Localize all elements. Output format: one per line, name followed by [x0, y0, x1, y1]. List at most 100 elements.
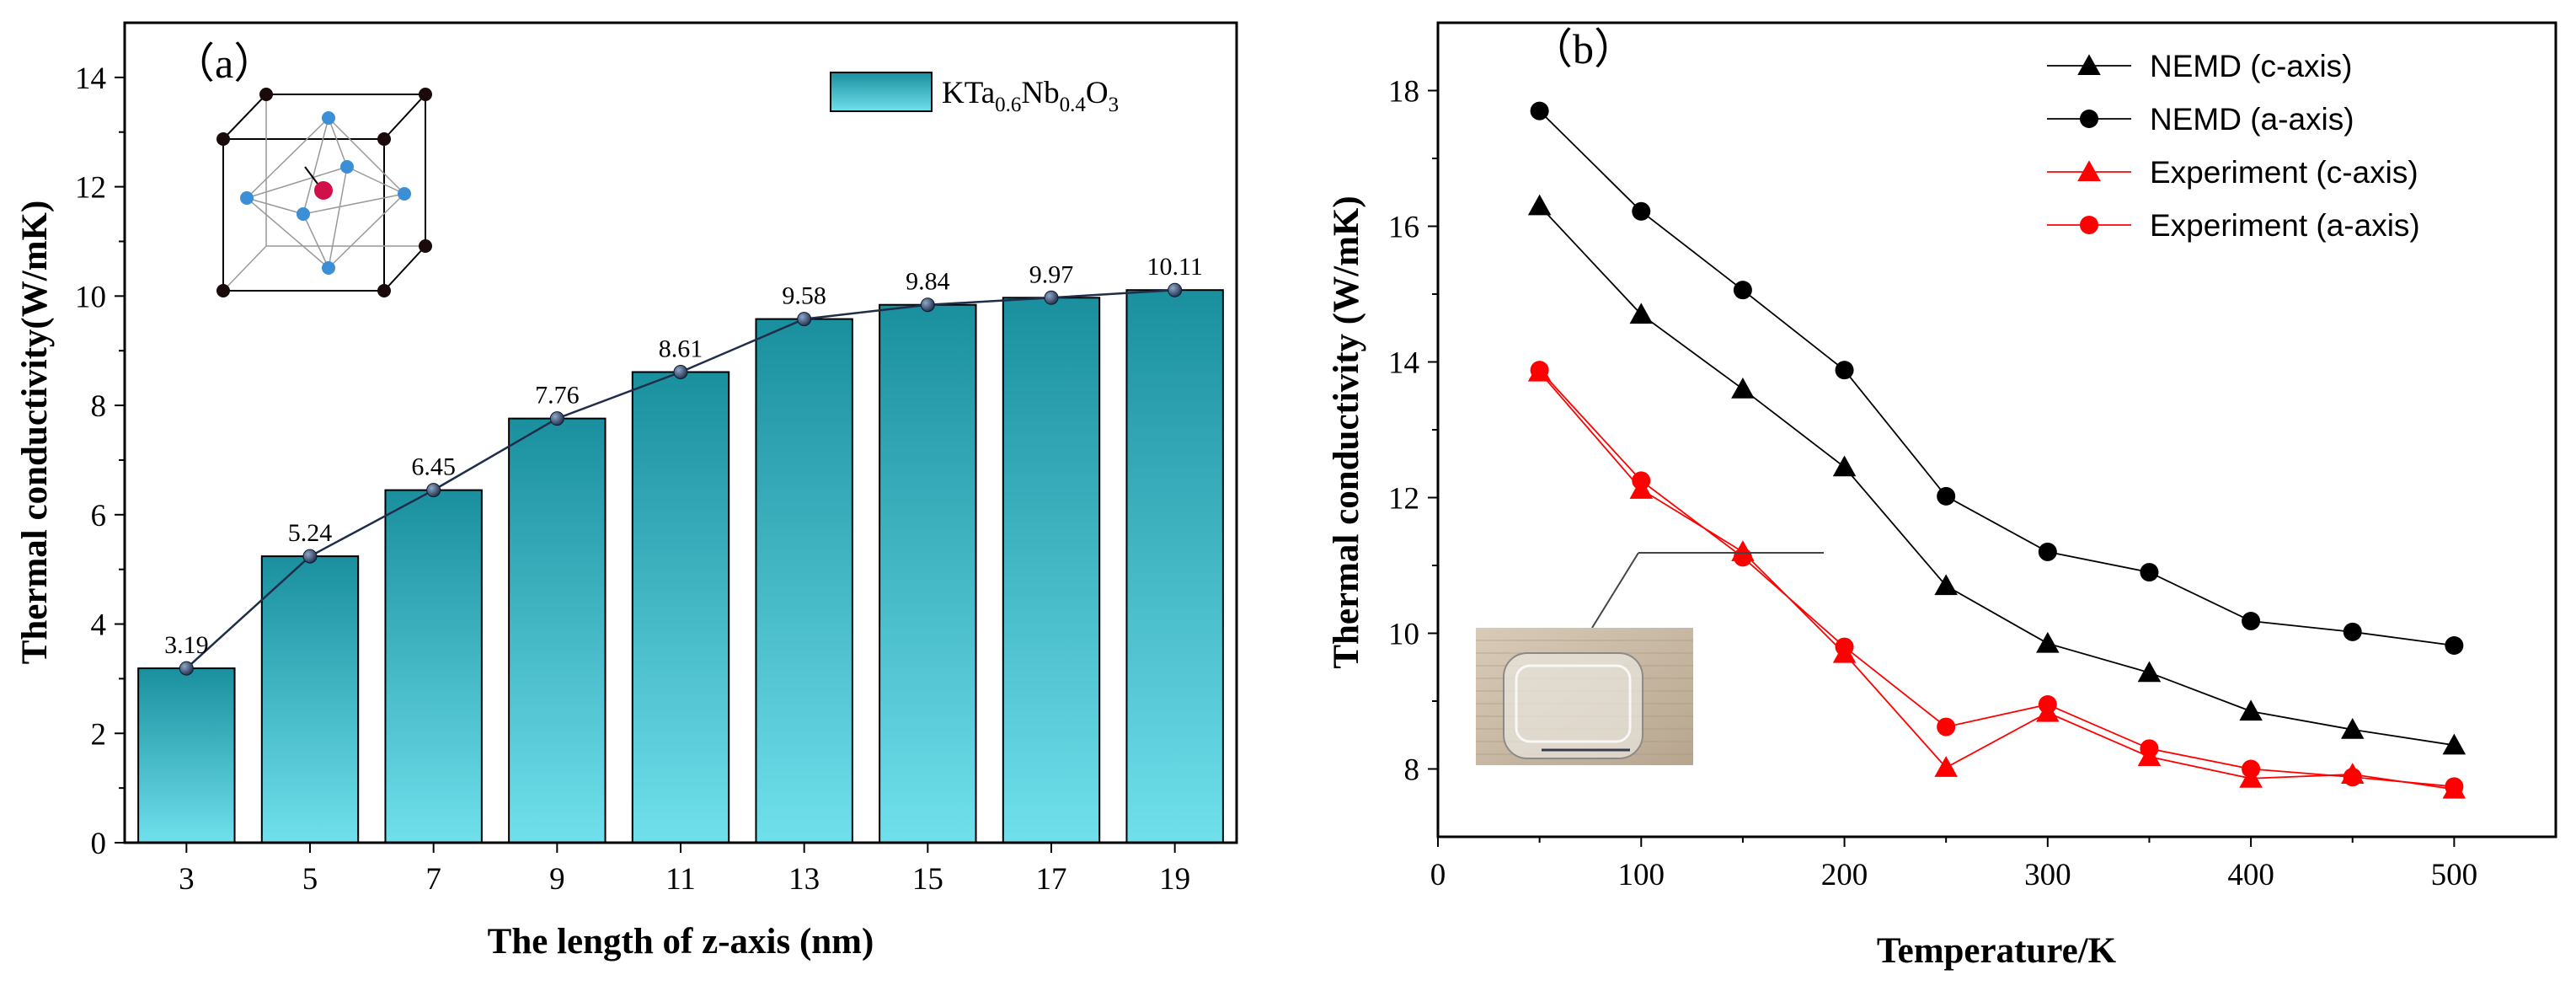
data-label-15: 9.84 — [906, 268, 950, 296]
y-tick-label-4: 4 — [91, 608, 107, 643]
data-point-0-200 — [1832, 455, 1857, 477]
data-label-19: 10.11 — [1146, 253, 1202, 281]
point-9 — [549, 411, 564, 426]
y-tick-label-12: 12 — [75, 171, 106, 206]
x-tick-label-11: 11 — [665, 862, 696, 897]
legend-label-2: Experiment (c-axis) — [2150, 155, 2418, 190]
legend-marker-3 — [2080, 216, 2098, 234]
series-line-0 — [1538, 205, 2455, 747]
panel-a-legend: KTa0.6Nb0.4O3 — [830, 72, 1119, 116]
data-point-0-100 — [1629, 303, 1654, 324]
series-line-2 — [1538, 371, 2455, 790]
data-point-0-500 — [2442, 733, 2466, 755]
data-point-3-250 — [1937, 717, 1956, 737]
panel-b-y-axis-title: Thermal conductivity (W/mK) — [1327, 196, 1366, 668]
x-tick-label-500: 500 — [2431, 858, 2478, 892]
data-label-7: 6.45 — [411, 453, 456, 481]
data-point-0-150 — [1731, 377, 1755, 399]
data-point-3-500 — [2445, 777, 2464, 796]
legend-marker-0 — [2077, 54, 2101, 75]
point-11 — [673, 364, 688, 379]
data-label-9: 7.76 — [535, 382, 580, 410]
data-point-1-450 — [2343, 622, 2362, 641]
data-label-3: 3.19 — [164, 631, 209, 659]
point-15 — [920, 297, 935, 313]
point-7 — [426, 483, 441, 498]
point-3 — [179, 661, 194, 676]
panel-a-x-axis-title: The length of z-axis (nm) — [488, 922, 874, 962]
bar-3 — [137, 667, 236, 844]
data-point-0-350 — [2137, 661, 2162, 683]
legend-label-1: NEMD (a-axis) — [2150, 102, 2354, 137]
legend-label-0: NEMD (c-axis) — [2150, 49, 2352, 83]
x-tick-label-100: 100 — [1618, 858, 1665, 892]
y-tick-label-10: 10 — [1388, 618, 1419, 652]
x-tick-label-19: 19 — [1159, 862, 1190, 897]
y-tick-label-14: 14 — [1388, 346, 1419, 381]
x-tick-label-300: 300 — [2024, 858, 2071, 892]
y-tick-label-0: 0 — [91, 827, 107, 861]
point-5 — [302, 549, 318, 564]
y-tick-label-8: 8 — [1404, 753, 1420, 788]
data-point-1-500 — [2445, 635, 2464, 655]
data-point-3-50 — [1530, 361, 1549, 380]
x-tick-label-0: 0 — [1430, 858, 1446, 892]
data-point-1-100 — [1632, 201, 1651, 221]
y-tick-label-6: 6 — [91, 499, 107, 533]
data-point-3-400 — [2242, 759, 2261, 779]
bar-11 — [631, 371, 730, 844]
data-point-3-300 — [2038, 695, 2057, 715]
data-label-5: 5.24 — [288, 519, 333, 547]
y-tick-label-12: 12 — [1388, 482, 1419, 517]
x-tick-label-400: 400 — [2227, 858, 2274, 892]
panel-a-bar-chart: 3.19 5.24 6.45 7.76 8.61 9.58 9.84 9.97 10.11 3 5… — [15, 21, 1238, 962]
x-tick-label-15: 15 — [912, 862, 943, 897]
data-point-3-450 — [2343, 768, 2362, 787]
data-point-0-300 — [2036, 631, 2060, 653]
series-nemd-c-axis- — [1527, 194, 2466, 755]
panel-b-line-chart: 0 100 200 300 400 500 8 10 12 14 16 18 （b） Tempera… — [1327, 21, 2557, 971]
data-point-0-50 — [1527, 194, 1552, 216]
data-point-1-150 — [1733, 281, 1752, 300]
bar-9 — [508, 417, 607, 844]
point-19 — [1168, 282, 1183, 297]
data-point-0-450 — [2340, 718, 2365, 739]
y-tick-label-18: 18 — [1388, 75, 1419, 110]
x-tick-label-200: 200 — [1821, 858, 1868, 892]
panel-a-y-axis-title: Thermal conductivity(W/mK) — [15, 201, 55, 665]
crystal-unit-cell-icon — [216, 88, 432, 297]
y-tick-label-16: 16 — [1388, 211, 1419, 245]
data-point-1-250 — [1937, 486, 1956, 506]
legend-label-3: Experiment (a-axis) — [2150, 208, 2420, 243]
series-line-1 — [1539, 110, 2455, 646]
data-point-3-350 — [2140, 739, 2159, 758]
x-tick-label-3: 3 — [179, 862, 195, 897]
bar-19 — [1125, 289, 1224, 844]
point-13 — [797, 312, 812, 327]
bar-17 — [1002, 297, 1101, 844]
data-point-3-150 — [1733, 548, 1752, 567]
series-line-3 — [1538, 369, 2455, 788]
bar-13 — [755, 318, 853, 844]
legend-marker-1 — [2080, 110, 2098, 128]
legend-label-kta-nb-o3: KTa0.6Nb0.4O3 — [942, 76, 1119, 116]
x-tick-label-9: 9 — [549, 862, 565, 897]
data-point-1-350 — [2140, 563, 2159, 582]
data-label-11: 8.61 — [659, 335, 703, 362]
legend-marker-2 — [2077, 160, 2101, 181]
x-tick-label-17: 17 — [1036, 862, 1067, 897]
panel-a-label: （a） — [173, 40, 275, 87]
x-tick-label-7: 7 — [425, 862, 441, 897]
bar-15 — [879, 303, 977, 844]
data-point-0-250 — [1934, 574, 1958, 596]
data-point-1-50 — [1530, 101, 1549, 121]
series-experiment-a-axis- — [1530, 361, 2464, 796]
y-tick-label-2: 2 — [91, 717, 107, 752]
y-tick-label-14: 14 — [75, 62, 106, 96]
data-point-1-300 — [2038, 542, 2057, 561]
data-point-3-200 — [1835, 637, 1854, 656]
panel-b-legend: NEMD (c-axis) NEMD (a-axis) Experiment (c-… — [2047, 49, 2420, 243]
point-17 — [1044, 290, 1059, 305]
crystal-photo-inset — [1476, 552, 1824, 765]
data-point-2-250 — [1934, 756, 1958, 777]
